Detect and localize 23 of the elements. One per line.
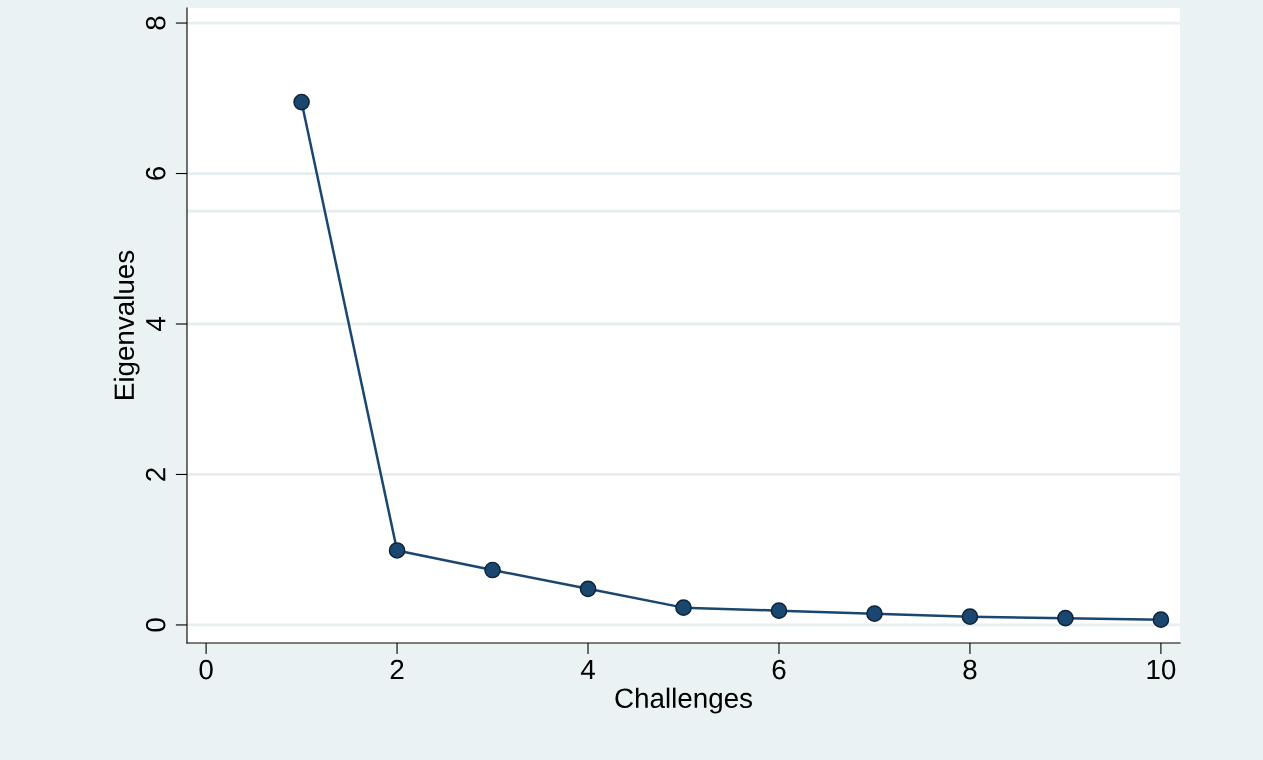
point bbox=[770, 602, 788, 619]
y-tick-label: 0 bbox=[145, 618, 166, 632]
x-tick-label: 10 bbox=[1147, 659, 1176, 680]
x-tick-label: 0 bbox=[199, 659, 213, 680]
point bbox=[293, 93, 310, 111]
y-tick-label: 8 bbox=[145, 16, 166, 30]
x-tick-label: 4 bbox=[580, 659, 595, 680]
point bbox=[961, 608, 979, 626]
y-tick-label: 6 bbox=[145, 167, 166, 180]
x-tick-label: 2 bbox=[390, 659, 404, 680]
point bbox=[675, 599, 692, 616]
point bbox=[388, 542, 406, 559]
x-tick-label: 8 bbox=[963, 659, 977, 680]
point bbox=[866, 605, 883, 622]
y-axis-title: Eigenvalues bbox=[113, 250, 140, 399]
y-tick-label: 2 bbox=[145, 468, 166, 481]
x-axis-title: Challenges bbox=[615, 687, 752, 714]
point bbox=[1152, 611, 1170, 629]
point bbox=[484, 561, 501, 579]
y-tick-label: 4 bbox=[146, 317, 166, 332]
x-tick-label: 6 bbox=[772, 659, 786, 680]
point bbox=[1057, 609, 1074, 627]
point bbox=[579, 580, 597, 598]
